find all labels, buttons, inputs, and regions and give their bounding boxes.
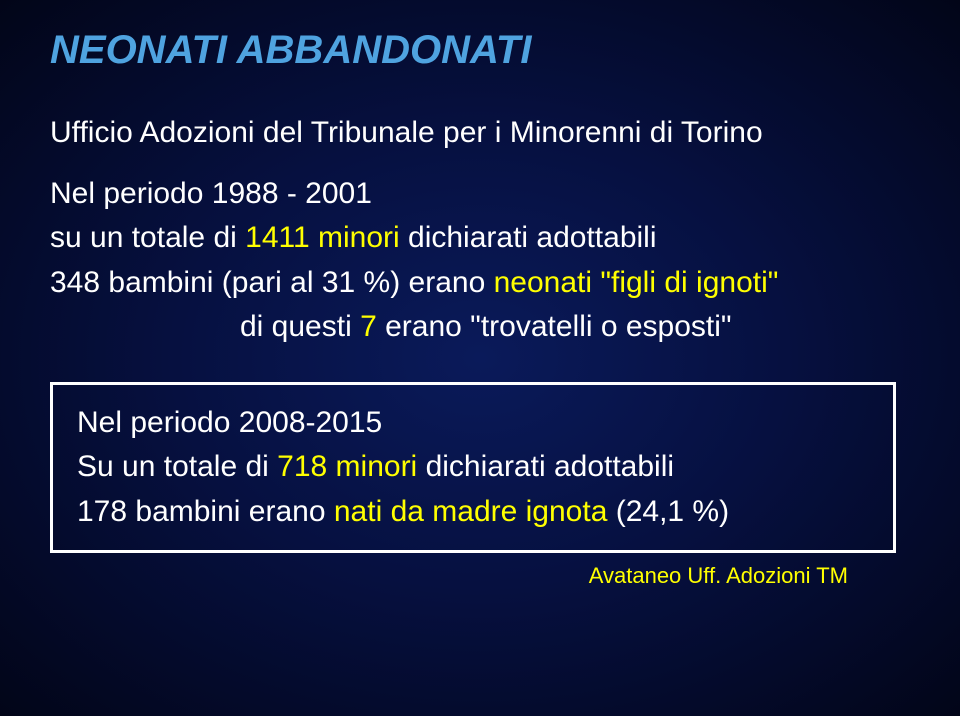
period2-total: Su un totale di 718 minori dichiarati ad…	[77, 447, 869, 488]
period1-label: Nel periodo 1988 - 2001	[50, 174, 910, 215]
slide-title: NEONATI ABBANDONATI	[50, 28, 910, 73]
period2-box: Nel periodo 2008-2015 Su un totale di 71…	[50, 382, 896, 554]
period1-total-suffix: dichiarati adottabili	[408, 221, 656, 254]
period1-total-prefix: su un totale di	[50, 221, 245, 254]
slide: NEONATI ABBANDONATI Ufficio Adozioni del…	[0, 0, 960, 716]
source-line: Ufficio Adozioni del Tribunale per i Min…	[50, 113, 910, 154]
period1-detail: 348 bambini (pari al 31 %) erano neonati…	[50, 263, 910, 304]
credit-line: Avataneo Uff. Adozioni TM	[50, 563, 910, 589]
period2-detail: 178 bambini erano nati da madre ignota (…	[77, 492, 869, 533]
period2-line2-prefix: Su un totale di	[77, 450, 277, 483]
period2-line3-highlight: nati da madre ignota	[334, 495, 608, 528]
period2-line2-suffix: dichiarati adottabili	[426, 450, 674, 483]
period1-sub-suffix: erano "trovatelli o esposti"	[377, 310, 732, 343]
period1-subdetail: di questi 7 erano "trovatelli o esposti"	[50, 307, 910, 348]
period1-detail-prefix: 348 bambini (pari al 31 %) erano	[50, 266, 494, 299]
period1-detail-highlight: neonati "figli di ignoti"	[494, 266, 779, 299]
period1-sub-prefix: di questi	[240, 310, 360, 343]
period1-total-value: 1411 minori	[245, 221, 408, 254]
period1-sub-highlight: 7	[360, 310, 377, 343]
period2-label: Nel periodo 2008-2015	[77, 403, 869, 444]
period2-line3-suffix: (24,1 %)	[607, 495, 729, 528]
period2-line3-prefix: 178 bambini erano	[77, 495, 334, 528]
period1-total: su un totale di 1411 minori dichiarati a…	[50, 218, 910, 259]
spacer	[50, 154, 910, 174]
period2-line2-value: 718 minori	[277, 450, 425, 483]
